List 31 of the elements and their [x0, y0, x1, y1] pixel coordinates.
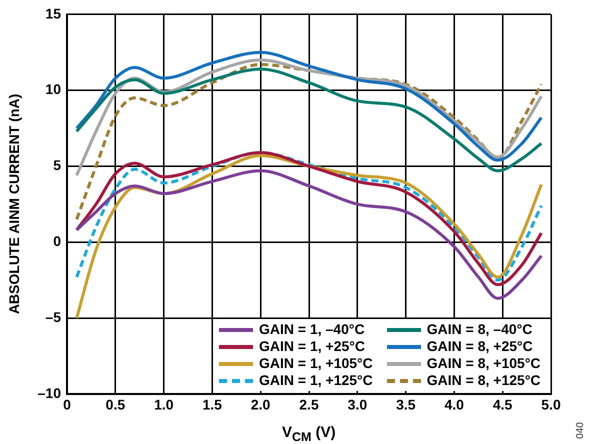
y-tick-label: 5 — [53, 157, 62, 174]
line-series — [75, 63, 543, 221]
y-tick-label: 10 — [45, 81, 62, 98]
x-tick-label: 3.0 — [348, 396, 368, 412]
legend-label: GAIN = 1, +125°C — [259, 372, 373, 389]
legend-label: GAIN = 8, +125°C — [426, 372, 541, 389]
y-tick-label: –10 — [38, 384, 62, 401]
x-tick-label: 0.5 — [106, 396, 126, 412]
legend-label: GAIN = 8, –40°C — [426, 321, 532, 338]
y-axis-title: ABSOLUTE AINM CURRENT (nA) — [6, 93, 22, 314]
x-axis-title: V$_{CM}$ (V) — [282, 424, 336, 444]
x-tick-label: 0 — [63, 396, 72, 412]
y-tick-label: 15 — [45, 5, 62, 22]
x-tick-label: 1.5 — [202, 396, 222, 412]
legend-label: GAIN = 1, +105°C — [259, 355, 373, 372]
x-tick-label: 5.0 — [541, 396, 561, 412]
legend-label: GAIN = 1, +25°C — [259, 338, 365, 355]
legend-label: GAIN = 8, +25°C — [426, 338, 533, 355]
x-tick-label: 3.5 — [396, 396, 416, 412]
x-tick-label: 4.0 — [444, 396, 464, 412]
line-series — [75, 50, 543, 162]
y-tick-label: 0 — [53, 233, 62, 250]
y-tick-label: –5 — [45, 308, 62, 325]
line-series — [75, 169, 543, 300]
text: 040 — [574, 422, 586, 438]
x-tick-label: 2.5 — [299, 396, 319, 412]
legend-label: GAIN = 1, –40°C — [259, 321, 365, 338]
x-tick-label: 4.5 — [492, 396, 513, 412]
x-tick-label: 1.0 — [154, 396, 174, 412]
x-tick-label: 2.0 — [250, 396, 271, 412]
legend-label: GAIN = 8, +105°C — [426, 355, 541, 372]
